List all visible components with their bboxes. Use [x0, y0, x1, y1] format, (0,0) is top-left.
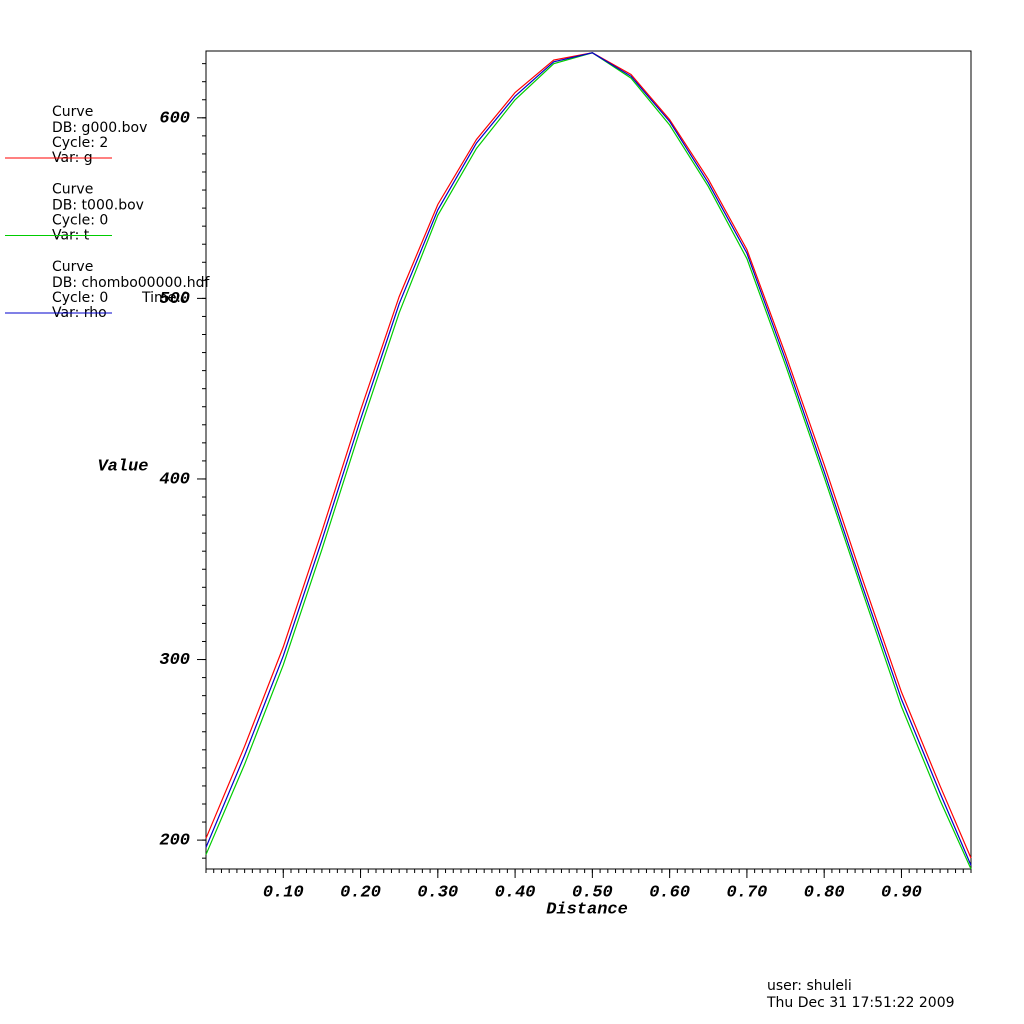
curve [205, 52, 972, 866]
x-tick-label: 0.80 [804, 883, 845, 902]
x-tick-label: 0.30 [417, 883, 458, 902]
y-axis-title: Value [97, 457, 148, 476]
date-label: Thu Dec 31 17:51:22 2009 [766, 995, 955, 1011]
legend-title: Curve [52, 104, 93, 120]
legend-db: DB: chombo00000.hdf [52, 275, 211, 291]
legend-time: Time:0 [141, 290, 190, 306]
x-tick-label: 0.50 [572, 883, 613, 902]
y-tick-label: 600 [159, 109, 190, 128]
legend-db: DB: t000.bov [52, 198, 144, 214]
x-tick-label: 0.20 [340, 883, 381, 902]
legend-db: DB: g000.bov [52, 120, 147, 136]
y-tick-label: 500 [159, 290, 190, 309]
x-tick-label: 0.90 [881, 883, 922, 902]
legend-cycle: Cycle: 2 [52, 135, 108, 151]
legend-title: Curve [52, 182, 93, 198]
x-tick-label: 0.60 [649, 883, 690, 902]
y-tick-label: 200 [159, 832, 190, 851]
y-tick-label: 300 [159, 651, 190, 670]
x-tick-label: 0.10 [263, 883, 304, 902]
curve [205, 52, 972, 859]
plot-frame [205, 50, 972, 870]
x-tick-label: 0.70 [727, 883, 768, 902]
x-axis-title: Distance [546, 900, 628, 919]
x-tick-label: 0.40 [495, 883, 536, 902]
legend-cycle: Cycle: 0 [52, 213, 108, 229]
legend-cycle: Cycle: 0 [52, 290, 108, 306]
legend-title: Curve [52, 259, 93, 275]
y-tick-label: 400 [159, 470, 190, 489]
curve [205, 52, 972, 870]
user-label: user: shuleli [767, 978, 852, 994]
